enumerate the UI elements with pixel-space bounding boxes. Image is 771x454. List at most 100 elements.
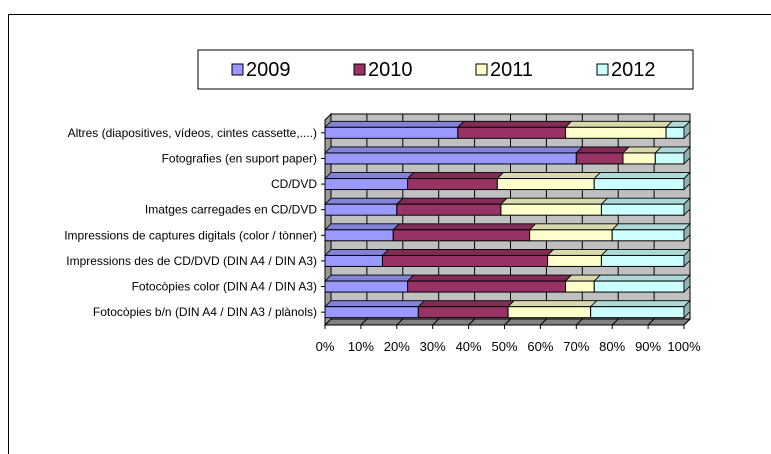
bar-segment-2011 <box>622 152 656 165</box>
bar-top-2012 <box>593 274 691 282</box>
bar-segment-2011 <box>547 254 602 267</box>
gridline-floor <box>360 318 368 326</box>
bar-top-2010 <box>392 223 537 231</box>
bar-top-2010 <box>381 249 555 256</box>
gridline-floor <box>647 318 655 326</box>
bar-top-2010 <box>406 274 573 282</box>
bar-segment-2012 <box>611 229 685 242</box>
bar-top-2010 <box>575 146 630 154</box>
y-tick-label: Fotocòpies color (DIN A4 / DIN A3) <box>132 280 317 294</box>
bar-end <box>683 248 691 268</box>
y-tick-label: Fotocòpies b/n (DIN A4 / DIN A3 / plànol… <box>93 305 317 319</box>
bar-top-2011 <box>546 249 609 256</box>
bar-segment-2009 <box>324 152 577 165</box>
bar-segment-2011 <box>529 229 613 242</box>
bar-top-2011 <box>622 146 663 154</box>
bar-top-2009 <box>324 172 415 179</box>
bar-segment-2010 <box>396 203 502 216</box>
x-tick-label: 60% <box>527 339 553 354</box>
bar-segment-2011 <box>496 178 595 191</box>
bar-top-2009 <box>324 300 426 308</box>
bar-top-2009 <box>324 223 401 231</box>
bar-segment-2012 <box>665 126 685 139</box>
y-tick-label: Altres (diapositives, vídeos, cintes cas… <box>68 126 317 140</box>
y-tick-label: Impressions des de CD/DVD (DIN A4 / DIN … <box>66 254 317 268</box>
gridline-floor <box>432 318 440 326</box>
bar-segment-2010 <box>407 178 498 191</box>
gridline-floor <box>504 318 511 326</box>
legend-swatch-2011 <box>475 63 488 76</box>
legend-swatch-2012 <box>596 63 609 76</box>
gridline-floor <box>468 318 475 326</box>
bar-top-2011 <box>507 300 598 308</box>
x-tick-label: 90% <box>635 339 661 354</box>
bar-top-2012 <box>589 300 691 308</box>
legend-label-2011: 2011 <box>490 59 533 81</box>
bar-segment-2009 <box>324 126 459 139</box>
bar-top-2011 <box>528 223 620 231</box>
bar-end <box>683 171 691 191</box>
bar-segment-2010 <box>417 306 509 319</box>
x-tick-label: 40% <box>456 339 482 354</box>
y-tick-label: Fotografies (en suport paper) <box>162 151 317 165</box>
x-tick-label: 100% <box>667 339 701 354</box>
bar-segment-2012 <box>654 152 685 165</box>
legend-label-2009: 2009 <box>246 59 291 81</box>
bar-segment-2010 <box>407 280 567 293</box>
bar-end <box>683 145 691 165</box>
bar-segment-2010 <box>381 254 549 267</box>
bar-segment-2009 <box>324 280 409 293</box>
x-tick-label: 70% <box>563 339 589 354</box>
bar-segment-2012 <box>593 280 685 293</box>
bar-segment-2009 <box>324 229 394 242</box>
x-tick-label: 30% <box>420 339 446 354</box>
bar-top-2009 <box>324 197 404 205</box>
y-tick-label: CD/DVD <box>271 177 317 191</box>
bar-segment-2012 <box>593 178 685 191</box>
legend-label-2012: 2012 <box>611 59 656 81</box>
legend-label-2010: 2010 <box>368 59 413 81</box>
bar-segment-2010 <box>392 229 531 242</box>
bar-segment-2011 <box>565 126 667 139</box>
gridline-floor <box>575 318 583 326</box>
x-tick-label: 10% <box>348 339 374 354</box>
bar-segment-2012 <box>590 306 685 319</box>
bar-top-2010 <box>406 172 505 179</box>
bar-top-2012 <box>600 249 691 256</box>
bar-top-2009 <box>324 274 415 282</box>
bar-segment-2009 <box>324 178 409 191</box>
gridline-floor <box>396 318 404 326</box>
bar-top-2012 <box>611 223 691 231</box>
bar-top-2010 <box>456 120 573 128</box>
bar-top-2009 <box>324 120 465 128</box>
gridline-floor <box>611 318 619 326</box>
chart-frame <box>8 14 771 454</box>
x-tick-label: 20% <box>384 339 410 354</box>
bar-segment-2010 <box>457 126 567 139</box>
bar-top-2011 <box>499 197 609 205</box>
legend-box <box>197 49 694 90</box>
x-tick-label: 0% <box>316 339 335 354</box>
bar-top-2011 <box>564 120 674 128</box>
bar-top-2012 <box>593 172 691 179</box>
bar-top-2010 <box>417 300 516 308</box>
gridline-floor <box>683 318 691 326</box>
gridline-floor <box>540 318 547 326</box>
plot-side-wall <box>324 112 332 327</box>
bar-segment-2010 <box>575 152 624 165</box>
bar-end <box>683 299 691 319</box>
legend-swatch-2010 <box>353 63 366 76</box>
x-tick-label: 50% <box>491 339 517 354</box>
bar-end <box>683 274 691 294</box>
bar-end <box>683 197 691 217</box>
bar-top-2010 <box>395 197 508 205</box>
bar-segment-2012 <box>600 254 685 267</box>
bar-end <box>683 222 691 242</box>
bar-segment-2009 <box>324 254 383 267</box>
bar-segment-2011 <box>500 203 602 216</box>
bar-segment-2011 <box>507 306 592 319</box>
bar-top-2009 <box>324 249 390 256</box>
legend-swatch-2009 <box>231 63 244 76</box>
bar-segment-2009 <box>324 203 398 216</box>
